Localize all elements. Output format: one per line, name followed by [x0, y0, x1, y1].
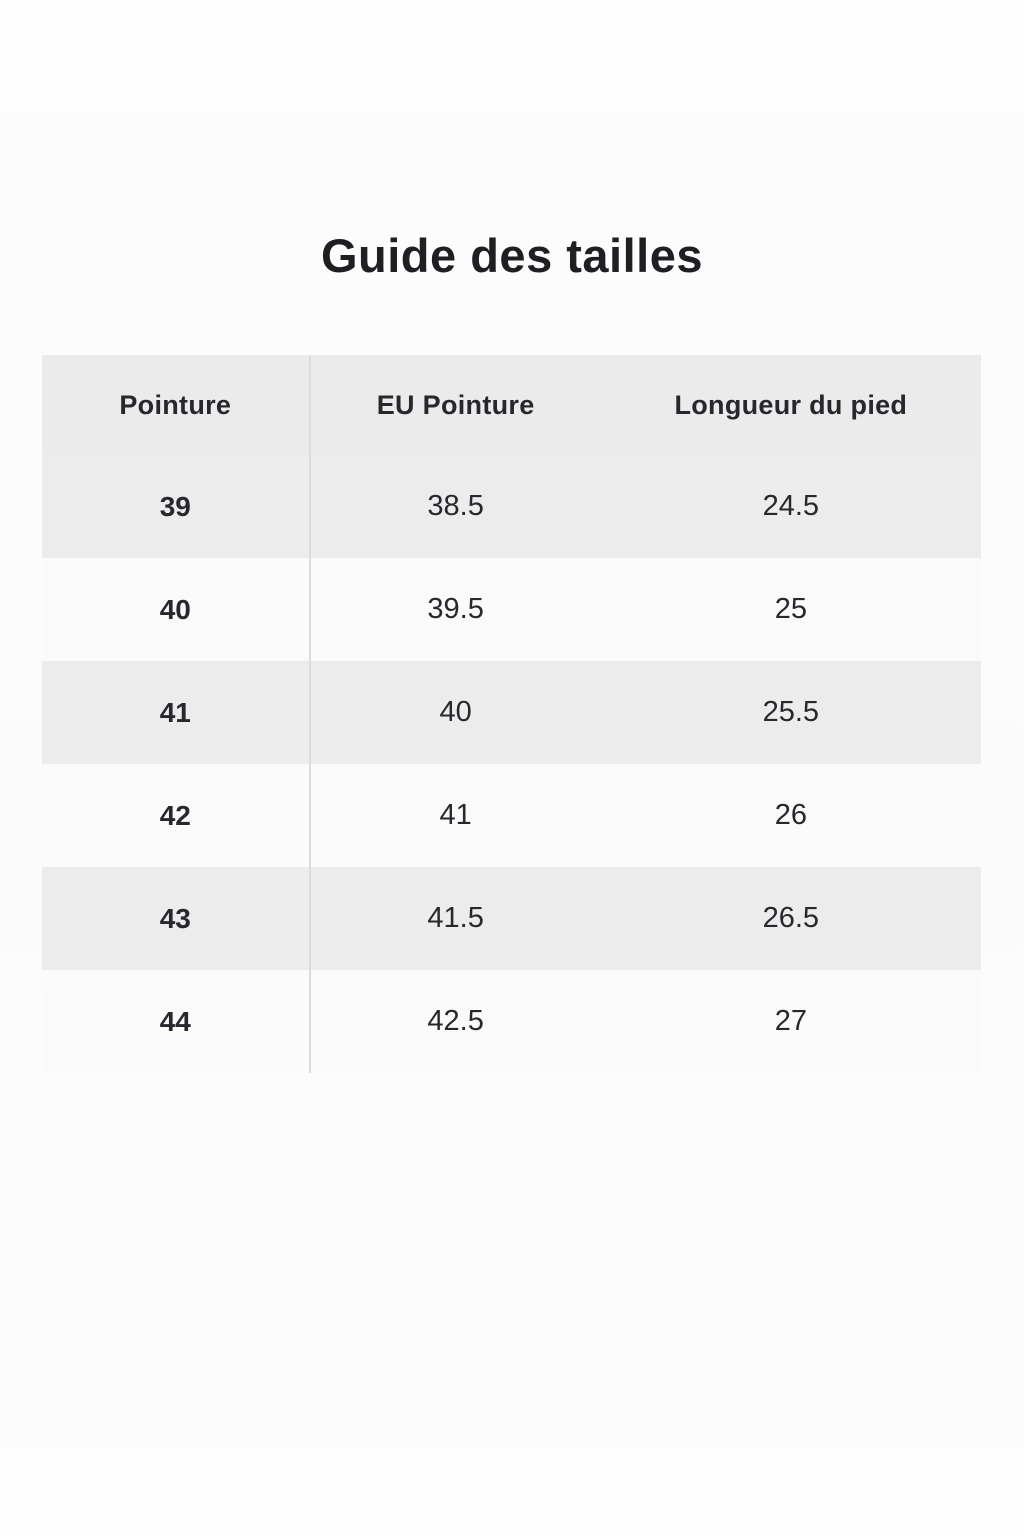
cell-eu-pointure: 40 [308, 661, 601, 764]
header-row: Pointure EU Pointure Longueur du pied [42, 355, 981, 455]
table-row: 43 41.5 26.5 [42, 867, 981, 970]
cell-eu-pointure: 42.5 [308, 970, 601, 1073]
size-table-container: Pointure EU Pointure Longueur du pied 39… [42, 355, 981, 1073]
cell-longueur-du-pied: 26.5 [762, 902, 820, 934]
cell-longueur-du-pied: 27 [774, 1005, 807, 1037]
cell-pointure: 44 [159, 1005, 191, 1037]
size-table-body: 39 38.5 24.5 40 39.5 25 41 40 25.5 [42, 455, 981, 1073]
cell-longueur-du-pied: 26 [774, 799, 807, 831]
cell-pointure: 42 [159, 799, 191, 831]
table-row: 40 39.5 25 [42, 558, 981, 661]
header-eu-pointure: EU Pointure [308, 355, 601, 455]
cell-longueur-du-pied: 25.5 [762, 696, 820, 728]
cell-eu-pointure: 38.5 [308, 455, 601, 558]
table-row: 42 41 26 [42, 764, 981, 867]
size-table-header: Pointure EU Pointure Longueur du pied [42, 355, 981, 455]
cell-pointure: 40 [159, 593, 191, 625]
table-row: 39 38.5 24.5 [42, 455, 981, 558]
cell-longueur-du-pied: 25 [774, 593, 807, 625]
page-title: Guide des tailles [320, 229, 704, 282]
size-table: Pointure EU Pointure Longueur du pied 39… [42, 355, 981, 1073]
cell-pointure: 41 [159, 696, 191, 728]
header-longueur-du-pied: Longueur du pied [674, 389, 908, 420]
cell-eu-pointure: 41.5 [308, 867, 601, 970]
cell-pointure: 39 [159, 490, 191, 522]
table-row: 41 40 25.5 [42, 661, 981, 764]
header-pointure: Pointure [119, 389, 232, 420]
table-row: 44 42.5 27 [42, 970, 981, 1073]
cell-eu-pointure: 41 [308, 764, 601, 867]
cell-longueur-du-pied: 24.5 [762, 490, 820, 522]
cell-pointure: 43 [159, 902, 191, 934]
cell-eu-pointure: 39.5 [308, 558, 601, 661]
